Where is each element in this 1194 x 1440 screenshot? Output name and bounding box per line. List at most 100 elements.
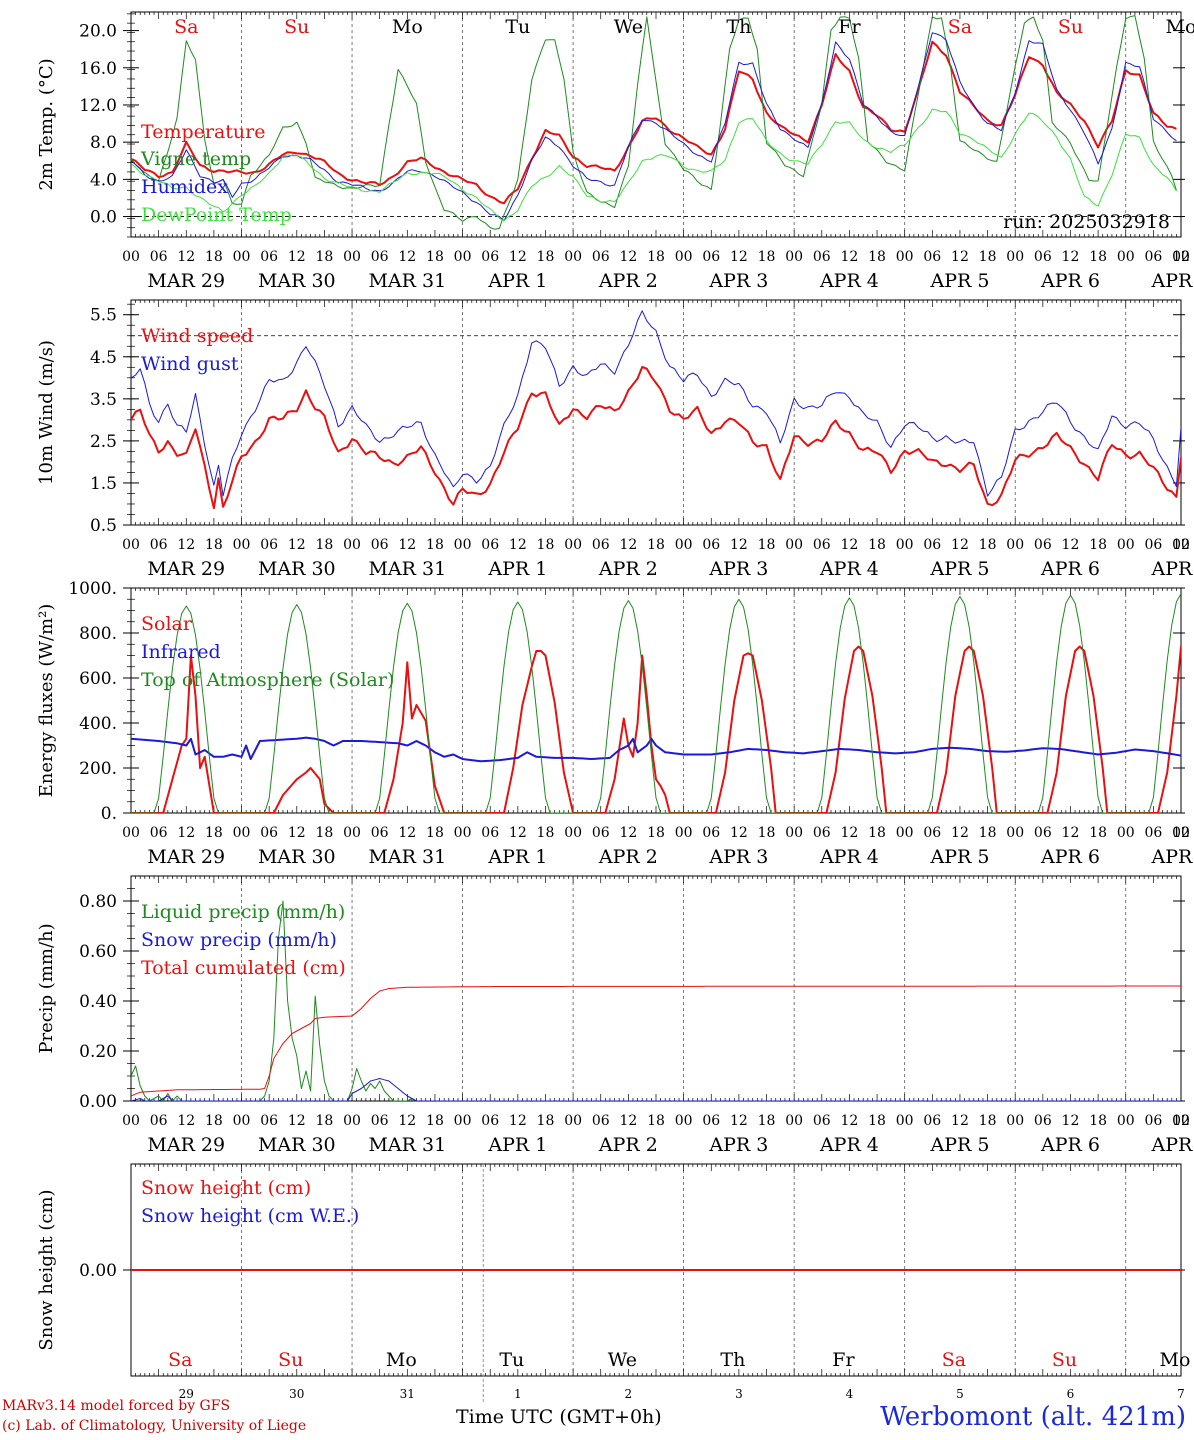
run-label: run: 2025032918 bbox=[1003, 211, 1170, 233]
hour-tick-label: 12 bbox=[841, 249, 859, 265]
hour-tick-label: 06 bbox=[481, 537, 499, 553]
hour-tick-label: 06 bbox=[813, 825, 831, 841]
hour-tick-label: 00 bbox=[1172, 825, 1190, 841]
y-tick-label: 5.5 bbox=[90, 306, 117, 326]
hour-tick-label: 00 bbox=[454, 537, 472, 553]
hour-tick-label: 12 bbox=[1172, 1113, 1190, 1129]
hour-tick-label: 00 bbox=[233, 825, 251, 841]
date-label: APR 2 bbox=[598, 270, 658, 292]
hour-tick-label: 12 bbox=[619, 825, 637, 841]
date-label: MAR 29 bbox=[147, 270, 225, 292]
hour-tick-label: 12 bbox=[177, 249, 195, 265]
hour-tick-label: 06 bbox=[371, 1113, 389, 1129]
day-number-label: 3 bbox=[735, 1387, 743, 1401]
date-label: APR 5 bbox=[929, 558, 989, 580]
y-axis-label: Energy fluxes (W/m²) bbox=[36, 604, 57, 798]
hour-tick-label: 18 bbox=[979, 1113, 997, 1129]
date-label: APR 6 bbox=[1040, 558, 1100, 580]
hour-tick-label: 12 bbox=[177, 537, 195, 553]
y-tick-label: 2.5 bbox=[90, 432, 117, 452]
y-axis-label: 10m Wind (m/s) bbox=[36, 340, 57, 485]
date-label: MAR 29 bbox=[147, 846, 225, 868]
hour-tick-label: 18 bbox=[868, 1113, 886, 1129]
y-tick-label: 600. bbox=[79, 669, 117, 689]
y-tick-label: 3.5 bbox=[90, 390, 117, 410]
date-label: APR 4 bbox=[819, 846, 879, 868]
date-label: APR 2 bbox=[598, 846, 658, 868]
date-label: MAR 29 bbox=[147, 1134, 225, 1156]
date-label: APR 1 bbox=[487, 270, 547, 292]
hour-tick-label: 18 bbox=[426, 537, 444, 553]
hour-tick-label: 12 bbox=[1062, 825, 1080, 841]
date-label: APR 7 bbox=[1151, 270, 1194, 292]
hour-tick-label: 00 bbox=[122, 1113, 140, 1129]
hour-tick-label: 18 bbox=[426, 1113, 444, 1129]
hour-tick-label: 00 bbox=[1006, 825, 1024, 841]
hour-tick-label: 06 bbox=[702, 1113, 720, 1129]
hour-tick-label: 12 bbox=[509, 825, 527, 841]
hour-tick-label: 18 bbox=[979, 825, 997, 841]
date-label: MAR 31 bbox=[368, 270, 446, 292]
hour-tick-label: 18 bbox=[758, 825, 776, 841]
hour-tick-label: 12 bbox=[288, 249, 306, 265]
hour-tick-label: 18 bbox=[205, 249, 223, 265]
hour-tick-label: 18 bbox=[316, 825, 334, 841]
hour-tick-label: 06 bbox=[923, 825, 941, 841]
hour-tick-label: 00 bbox=[233, 1113, 251, 1129]
hour-tick-label: 18 bbox=[537, 1113, 555, 1129]
hour-tick-label: 06 bbox=[813, 249, 831, 265]
hour-tick-label: 00 bbox=[1117, 1113, 1135, 1129]
y-tick-label: 12.0 bbox=[79, 96, 117, 116]
day-number-label: 31 bbox=[400, 1387, 415, 1401]
y-tick-label: 0.40 bbox=[79, 992, 117, 1012]
weekday-label: Su bbox=[284, 16, 309, 38]
y-tick-label: 0.00 bbox=[79, 1261, 117, 1281]
legend-entry: Wind gust bbox=[141, 353, 239, 375]
date-label: MAR 31 bbox=[368, 1134, 446, 1156]
hour-tick-label: 00 bbox=[564, 249, 582, 265]
hour-tick-label: 12 bbox=[1172, 825, 1190, 841]
y-tick-label: 1.5 bbox=[90, 474, 117, 494]
hour-tick-label: 12 bbox=[1172, 537, 1190, 553]
hour-tick-label: 18 bbox=[647, 825, 665, 841]
hour-tick-label: 00 bbox=[454, 825, 472, 841]
hour-tick-label: 06 bbox=[1144, 537, 1162, 553]
day-number-label: 1 bbox=[514, 1387, 522, 1401]
hour-tick-label: 12 bbox=[288, 537, 306, 553]
hour-tick-label: 18 bbox=[758, 537, 776, 553]
date-label: APR 7 bbox=[1151, 558, 1194, 580]
hour-tick-label: 00 bbox=[1172, 249, 1190, 265]
date-label: MAR 30 bbox=[258, 270, 336, 292]
day-number-label: 5 bbox=[956, 1387, 964, 1401]
hour-tick-label: 00 bbox=[675, 537, 693, 553]
hour-tick-label: 12 bbox=[509, 249, 527, 265]
series-line-vigne-temp bbox=[131, 15, 1177, 230]
y-tick-label: 4.0 bbox=[90, 170, 117, 190]
date-label: APR 5 bbox=[929, 1134, 989, 1156]
hour-tick-label: 12 bbox=[1062, 1113, 1080, 1129]
date-label: APR 4 bbox=[819, 270, 879, 292]
weekday-label: Sa bbox=[942, 1349, 966, 1371]
hour-tick-label: 06 bbox=[1034, 1113, 1052, 1129]
hour-tick-label: 18 bbox=[979, 249, 997, 265]
hour-tick-label: 12 bbox=[730, 825, 748, 841]
hour-tick-label: 12 bbox=[398, 1113, 416, 1129]
hour-tick-label: 00 bbox=[1006, 537, 1024, 553]
hour-tick-label: 12 bbox=[619, 249, 637, 265]
hour-tick-label: 06 bbox=[1034, 537, 1052, 553]
model-credit: MARv3.14 model forced by GFS bbox=[2, 1398, 231, 1414]
hour-tick-label: 00 bbox=[896, 825, 914, 841]
date-label: APR 2 bbox=[598, 1134, 658, 1156]
hour-tick-label: 06 bbox=[702, 825, 720, 841]
hour-tick-label: 00 bbox=[1006, 1113, 1024, 1129]
weekday-label: Mo bbox=[1166, 16, 1194, 38]
date-label: APR 2 bbox=[598, 558, 658, 580]
weekday-label: Tu bbox=[505, 16, 530, 38]
hour-tick-label: 12 bbox=[288, 825, 306, 841]
hour-tick-label: 12 bbox=[509, 537, 527, 553]
hour-tick-label: 00 bbox=[675, 1113, 693, 1129]
hour-tick-label: 18 bbox=[426, 249, 444, 265]
time-axis-label: Time UTC (GMT+0h) bbox=[456, 1406, 662, 1428]
hour-tick-label: 00 bbox=[1117, 825, 1135, 841]
weekday-label: We bbox=[614, 16, 643, 38]
